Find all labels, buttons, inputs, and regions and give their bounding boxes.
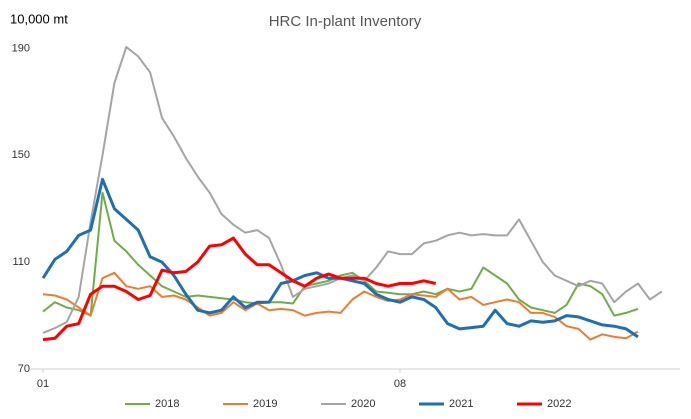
y-tick-label: 110	[12, 256, 30, 268]
series-line	[42, 191, 639, 317]
series-line	[42, 236, 437, 342]
y-tick-label: 70	[18, 363, 30, 375]
legend-label: 2022	[547, 398, 571, 410]
legend-label: 2018	[155, 398, 179, 410]
x-tick-label: 08	[394, 378, 406, 390]
series-line	[42, 271, 639, 341]
legend-label: 2021	[449, 398, 473, 410]
chart-title: HRC In-plant Inventory	[269, 13, 422, 30]
y-axis-label: 10,000 mt	[10, 11, 68, 26]
y-tick-label: 150	[12, 149, 30, 161]
y-tick-label: 190	[12, 42, 30, 54]
series-line	[42, 46, 663, 334]
legend-label: 2019	[253, 398, 277, 410]
x-tick-label: 01	[37, 378, 49, 390]
legend-label: 2020	[351, 398, 375, 410]
